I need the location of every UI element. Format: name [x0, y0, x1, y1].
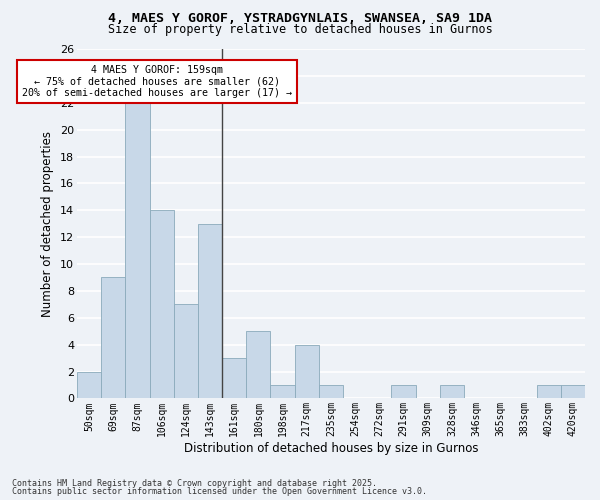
- Text: 4 MAES Y GOROF: 159sqm
← 75% of detached houses are smaller (62)
20% of semi-det: 4 MAES Y GOROF: 159sqm ← 75% of detached…: [22, 65, 292, 98]
- Bar: [440, 385, 464, 398]
- Bar: [77, 372, 101, 398]
- Bar: [295, 344, 319, 399]
- Text: Contains public sector information licensed under the Open Government Licence v3: Contains public sector information licen…: [12, 487, 427, 496]
- Bar: [271, 385, 295, 398]
- Bar: [101, 278, 125, 398]
- Bar: [125, 103, 149, 399]
- Bar: [198, 224, 222, 398]
- Bar: [222, 358, 246, 399]
- X-axis label: Distribution of detached houses by size in Gurnos: Distribution of detached houses by size …: [184, 442, 478, 455]
- Text: Contains HM Land Registry data © Crown copyright and database right 2025.: Contains HM Land Registry data © Crown c…: [12, 478, 377, 488]
- Bar: [149, 210, 174, 398]
- Y-axis label: Number of detached properties: Number of detached properties: [41, 130, 55, 316]
- Bar: [319, 385, 343, 398]
- Bar: [391, 385, 416, 398]
- Bar: [536, 385, 561, 398]
- Bar: [246, 331, 271, 398]
- Text: Size of property relative to detached houses in Gurnos: Size of property relative to detached ho…: [107, 22, 493, 36]
- Bar: [561, 385, 585, 398]
- Bar: [174, 304, 198, 398]
- Text: 4, MAES Y GOROF, YSTRADGYNLAIS, SWANSEA, SA9 1DA: 4, MAES Y GOROF, YSTRADGYNLAIS, SWANSEA,…: [108, 12, 492, 26]
